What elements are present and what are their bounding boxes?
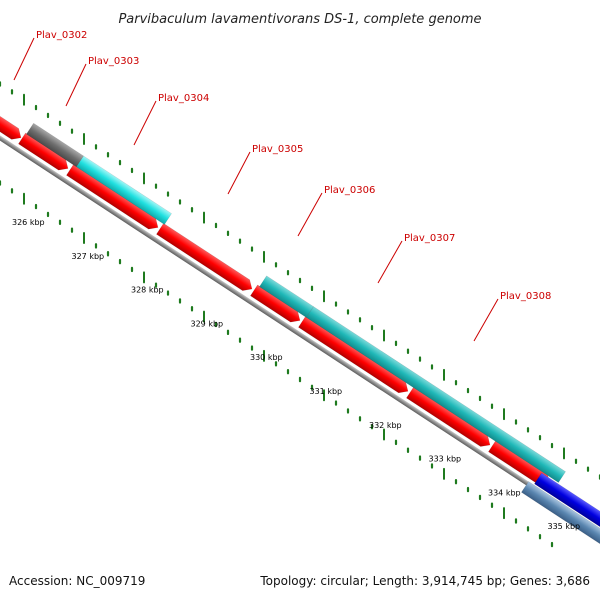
kbp-tick-label: 327 kbp — [72, 252, 105, 261]
kbp-tick-label: 334 kbp — [488, 488, 521, 497]
kbp-tick-label: 335 kbp — [548, 522, 581, 531]
backbone-line — [0, 130, 600, 551]
gene-block-plav-0307-0308 — [306, 306, 566, 483]
gene-label: Plav_0302 — [36, 30, 87, 41]
genome-summary: Topology: circular; Length: 3,914,745 bp… — [260, 574, 590, 588]
tick-marks — [0, 81, 600, 548]
cds-arrow — [156, 223, 253, 291]
genome-backbone — [0, 130, 600, 551]
kbp-tick-label: 330 kbp — [250, 353, 283, 362]
feature-block-steel — [521, 481, 600, 549]
gene-label: Plav_0308 — [500, 291, 551, 302]
kbp-tick-label: 328 kbp — [131, 286, 164, 295]
cds-arrow — [0, 114, 22, 140]
kbp-tick-label: 329 kbp — [191, 319, 224, 328]
callout-line — [13, 37, 35, 81]
gene-label: Plav_0303 — [88, 56, 139, 67]
callout-line — [377, 240, 403, 284]
callout-line — [473, 298, 499, 342]
callout-line — [65, 63, 87, 107]
callout-line — [297, 192, 323, 237]
cds-arrow — [298, 316, 409, 394]
kbp-tick-label: 331 kbp — [310, 387, 343, 396]
kbp-tick-label: 326 kbp — [12, 218, 45, 227]
kbp-scale: 326 kbp 327 kbp 328 kbp 329 kbp 330 kbp 331 k… — [12, 218, 580, 531]
gene-callouts: Plav_0302 Plav_0303 Plav_0304 Plav_0305 Plav… — [13, 30, 551, 342]
callout-line — [227, 151, 251, 195]
accession-label: Accession: NC_009719 — [9, 574, 146, 588]
gene-label: Plav_0307 — [404, 233, 455, 244]
map-title: Parvibaculum lavamentivorans DS-1, compl… — [118, 12, 481, 27]
gene-block-plav-0303 — [26, 122, 84, 168]
gene-label: Plav_0304 — [158, 93, 209, 104]
kbp-tick-label: 333 kbp — [429, 455, 462, 464]
feature-track — [0, 114, 600, 549]
gene-label: Plav_0306 — [324, 185, 375, 196]
gene-label: Plav_0305 — [252, 144, 303, 155]
callout-line — [133, 100, 157, 146]
kbp-tick-label: 332 kbp — [369, 421, 402, 430]
feature-arrow-blue — [534, 472, 600, 528]
gene-block-plav-0304 — [76, 155, 172, 225]
